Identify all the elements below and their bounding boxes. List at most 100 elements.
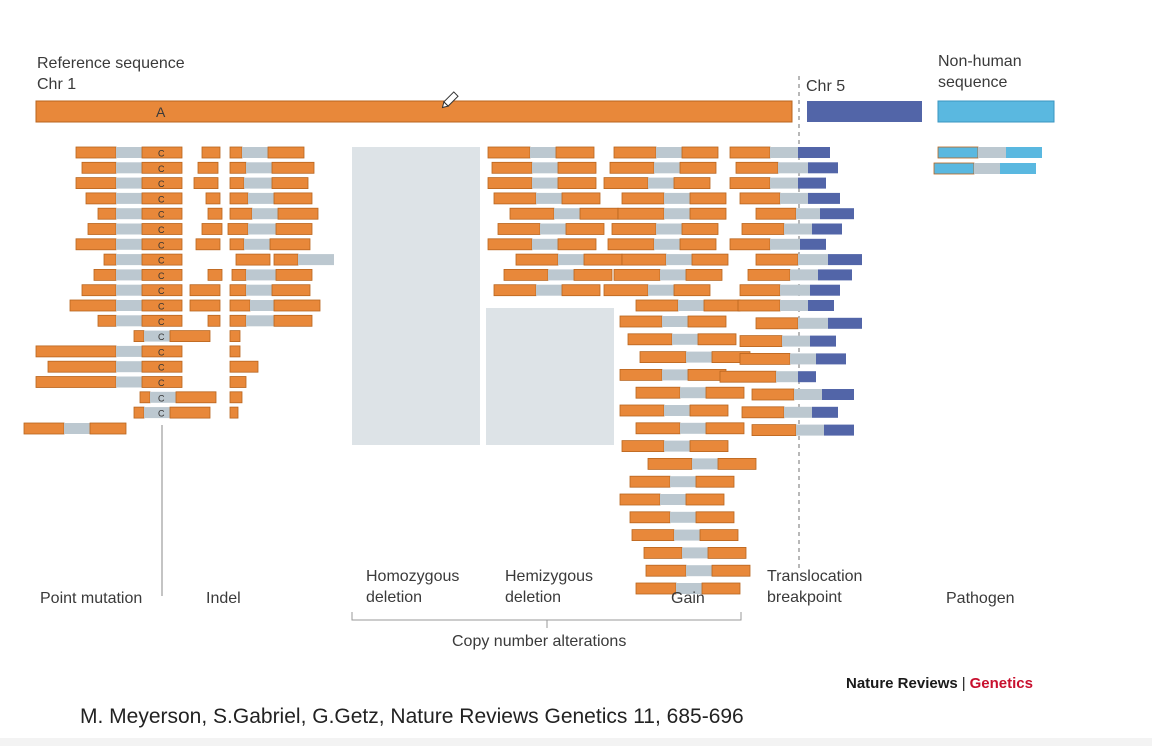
read-indel-gap [248,192,274,204]
read-indel-b [229,238,245,251]
read-point-right [141,161,183,174]
read-translocation-left [741,223,785,235]
read-indel-gap [246,315,274,327]
read-hemi-right [565,223,605,235]
read-indel-a [193,177,219,190]
read-gain-low-right [717,457,757,470]
read-translocation-gap [790,269,818,281]
read-point-left [133,406,145,419]
read-base-marker: C [158,378,165,388]
read-gain-right [703,299,741,312]
read-gain-gap [660,269,686,281]
read-translocation-gap [798,317,828,329]
reference-sequence-label: Reference sequence Chr 1 [37,55,185,93]
pathogen-label: Pathogen [946,590,1015,607]
read-translocation-left [751,424,797,437]
read-hemi-right [573,268,613,281]
read-point-left [75,177,117,190]
homozygous-deletion-box [352,147,480,445]
read-base-marker: C [158,210,165,220]
read-hemi-gap [536,192,562,204]
read-translocation-left [747,268,791,281]
read-point-gap [116,315,142,327]
read-translocation-left [739,284,781,297]
read-indel-a [229,376,247,388]
read-pathogen-left [937,146,979,159]
read-point-gap [116,223,142,235]
read-translocation-gap [796,424,824,436]
read-translocation-right [808,162,838,174]
read-translocation-right [824,424,854,436]
read-gain-low-gap [670,511,696,523]
read-point-gap [116,177,142,189]
read-indel-c [271,161,315,174]
read-translocation-left [755,207,797,220]
read-translocation-gap [798,254,828,266]
nonhuman-sequence-label: Non-human sequence [938,53,1022,91]
read-gain-low-gap [674,529,700,541]
read-indel-a [205,192,221,205]
read-hemi-right [561,284,601,297]
read-gain-low-right [699,529,739,541]
read-point-gap [116,361,142,373]
read-translocation-left [741,406,785,419]
read-gain-low-left [635,422,681,435]
read-hemi-right [561,192,601,205]
read-indel-b [231,268,247,281]
read-indel-a [229,406,239,419]
read-gain-gap [664,208,690,220]
read-hemi-right [557,161,597,174]
read-gain-low-left [647,457,693,470]
read-point-gap [116,300,142,311]
read-translocation-left [751,388,795,401]
read-pathogen-right [1006,147,1042,158]
read-indel-gap [298,254,334,266]
read-point-extra-gap [64,423,90,434]
read-gain-low-right [695,475,735,488]
read-gain-low-gap [692,458,718,470]
read-translocation-right [820,208,854,220]
read-point-right [141,314,183,327]
read-translocation-gap [796,208,820,220]
read-point-left [47,360,117,373]
read-hemi-gap [530,147,556,158]
read-point-gap [150,391,176,403]
bottom-strip [0,738,1152,746]
read-indel-a [189,284,221,297]
read-indel-gap [246,284,272,296]
read-translocation-left [755,317,799,330]
read-gain-gap [678,300,704,311]
read-base-marker: C [158,317,165,327]
read-point-right [141,268,183,281]
read-translocation-gap [794,389,822,400]
read-gain-low-gap [662,369,688,381]
read-gain-low-left [639,351,687,364]
read-translocation-gap [780,284,810,296]
read-translocation-gap [780,300,808,311]
read-translocation-right [822,389,854,400]
read-base-marker: C [158,393,165,403]
read-gain-low-gap [686,565,712,577]
copy-number-alterations-label: Copy number alterations [452,633,627,650]
read-gain-low-gap [664,440,690,452]
read-point-right [141,192,183,205]
read-hemi-left [497,223,541,235]
brand-name: Nature Reviews [846,675,958,692]
chr5-label: Chr 5 [806,78,846,95]
read-gain-low-left [635,582,677,595]
read-hemi-right [579,207,619,220]
read-hemi-right [557,177,597,190]
read-translocation-gap [778,162,808,174]
read-gain-left [609,161,655,174]
read-gain-low-gap [676,583,702,594]
read-hemi-left [487,146,531,159]
read-point-gap [116,238,142,250]
read-indel-gap [244,238,270,250]
read-indel-a [201,146,221,159]
read-gain-left [635,299,679,312]
read-translocation-gap [780,192,808,204]
read-gain-low-right [695,511,735,524]
read-point-left [81,161,117,174]
read-gain-low-left [631,529,675,541]
